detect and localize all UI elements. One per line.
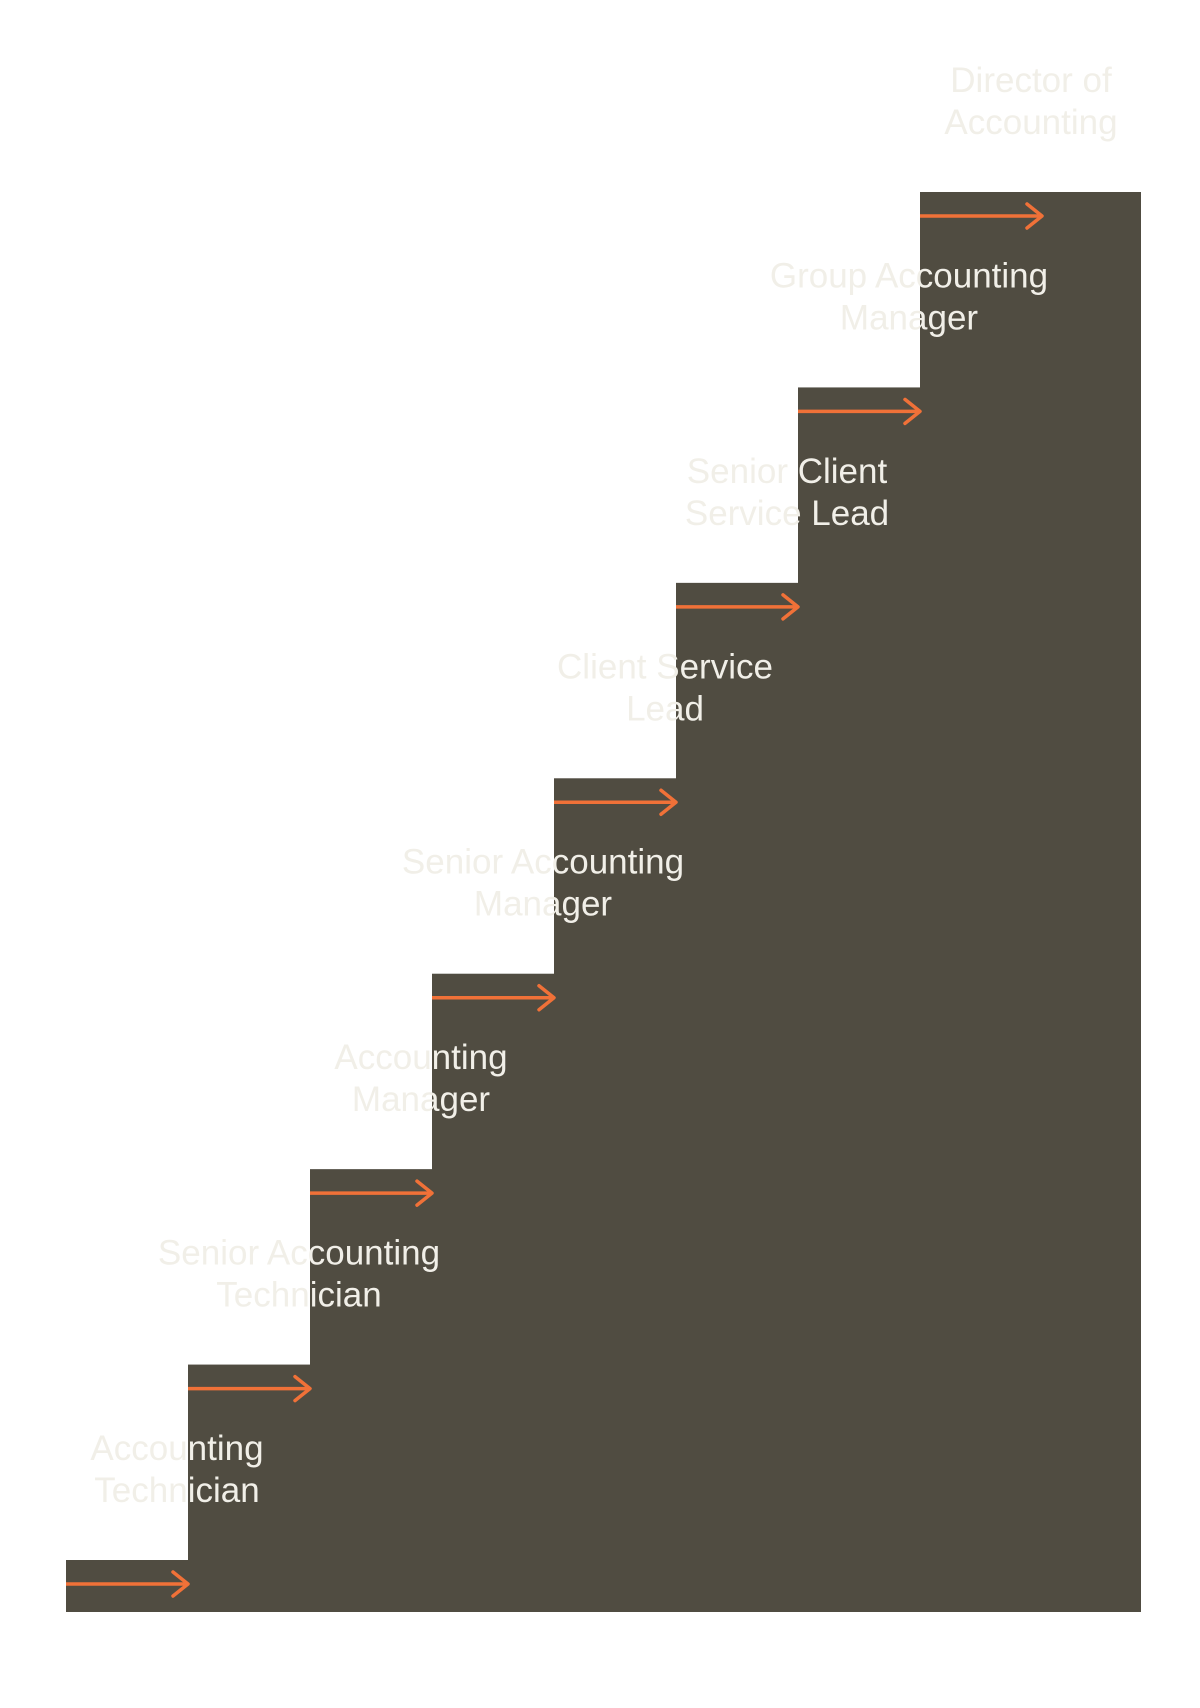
step-label-line: Accounting: [90, 1429, 263, 1468]
step-label-line: Director of: [950, 61, 1112, 100]
step-label-line: Client Service: [557, 647, 773, 686]
step-label-line: Senior Accounting: [402, 843, 684, 882]
step-label-line: Manager: [840, 298, 978, 337]
arrow-right-icon: [310, 1179, 434, 1207]
step-label-line: Manager: [474, 885, 612, 924]
step-label-line: Senior Accounting: [158, 1234, 440, 1273]
arrow-right-icon: [432, 983, 556, 1012]
step-label-line: Lead: [626, 689, 704, 728]
arrow-right-icon: [798, 397, 922, 426]
step-label-line: Accounting: [944, 103, 1117, 142]
arrow-right-icon: [66, 1570, 190, 1598]
step-label-line: Group Accounting: [770, 256, 1048, 295]
step-arrows: [66, 202, 1044, 1598]
step-label-line: Manager: [352, 1080, 490, 1119]
step-label-line: Technician: [216, 1276, 381, 1315]
arrow-right-icon: [554, 788, 678, 817]
step-label-line: Technician: [94, 1471, 259, 1510]
arrow-right-icon: [676, 593, 800, 621]
step-label-line: Service Lead: [685, 494, 889, 533]
step-bar: [920, 192, 1141, 1612]
step-label-line: Senior Client: [687, 452, 888, 491]
arrow-right-icon: [188, 1374, 312, 1403]
step-bars: [66, 192, 1141, 1612]
step-label-line: Accounting: [334, 1038, 507, 1077]
arrow-right-icon: [920, 202, 1044, 230]
